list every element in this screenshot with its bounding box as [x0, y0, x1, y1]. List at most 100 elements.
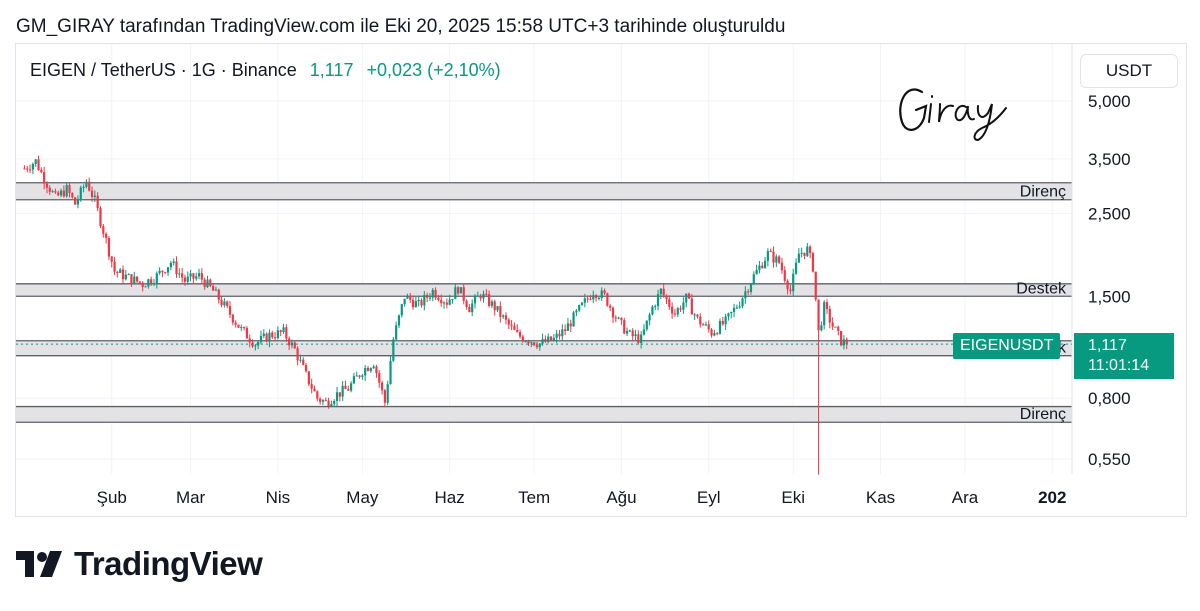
- candle-body: [749, 283, 753, 292]
- candle-body: [316, 391, 319, 399]
- candle-body: [288, 338, 291, 346]
- candle-body: [226, 301, 229, 307]
- candle-body: [417, 299, 420, 302]
- candle-body: [690, 298, 693, 315]
- candle-body: [181, 273, 184, 278]
- candle-body: [150, 279, 153, 284]
- candle-body: [389, 360, 392, 385]
- candle-body: [212, 285, 215, 291]
- candle-body: [200, 273, 203, 280]
- candle-body: [74, 197, 77, 205]
- candle-body: [138, 281, 142, 283]
- candle-body: [738, 306, 741, 308]
- candle-body: [490, 301, 494, 306]
- candle-body: [414, 301, 417, 308]
- candle-body: [645, 320, 648, 330]
- candle-body: [806, 246, 809, 256]
- candle-body: [324, 400, 327, 402]
- legend-price: 1,117: [309, 60, 354, 80]
- candle-body: [440, 299, 443, 304]
- candle-body: [617, 317, 620, 319]
- candle-body: [341, 385, 344, 397]
- candle-body: [189, 273, 192, 277]
- candle-body: [197, 273, 201, 277]
- candle-body: [279, 330, 282, 333]
- candle-body: [119, 269, 122, 273]
- candle-body: [823, 302, 826, 326]
- candle-body: [175, 261, 178, 275]
- candle-body: [828, 309, 831, 323]
- candle-body: [575, 310, 578, 313]
- candle-body: [141, 282, 144, 287]
- candle-body: [611, 307, 615, 318]
- candle-body: [361, 375, 364, 377]
- candle-body: [93, 195, 96, 197]
- candle-body: [234, 322, 237, 325]
- zone-label: Destek: [1016, 280, 1067, 297]
- candle-body: [687, 293, 691, 299]
- candle-body: [541, 338, 544, 344]
- candle-body: [721, 321, 724, 325]
- candle-body: [43, 172, 46, 184]
- candle-body: [375, 366, 378, 374]
- x-tick-label: Ağu: [606, 488, 636, 507]
- candle-body: [116, 271, 119, 273]
- candle-body: [454, 287, 457, 300]
- candle-body: [431, 289, 434, 298]
- candle-body: [476, 295, 479, 297]
- candle-body: [817, 299, 820, 331]
- candle-body: [335, 392, 339, 401]
- x-tick-label: Mar: [176, 488, 206, 507]
- candle-body: [831, 322, 834, 327]
- candle-body: [321, 400, 325, 402]
- candle-body: [183, 277, 187, 282]
- candle-body: [558, 333, 561, 337]
- candle-body: [710, 329, 713, 336]
- candle-body: [583, 298, 586, 303]
- candle-body: [769, 251, 772, 253]
- candle-body: [386, 384, 389, 403]
- signature-watermark: [899, 88, 1007, 142]
- candle-body: [144, 286, 147, 288]
- candle-body: [358, 375, 361, 377]
- symbol-title[interactable]: EIGEN / TetherUS · 1G · Binance: [30, 60, 297, 80]
- candle-body: [121, 269, 125, 280]
- candle-body: [620, 317, 623, 321]
- candle-body: [403, 298, 406, 305]
- candle-body: [459, 287, 463, 294]
- candle-body: [265, 333, 268, 342]
- candle-body: [549, 336, 553, 341]
- candle-body: [597, 297, 601, 299]
- candle-body: [428, 297, 432, 299]
- candle-body: [845, 339, 848, 345]
- candle-body: [468, 306, 471, 313]
- candle-body: [809, 246, 812, 253]
- candle-body: [485, 293, 488, 295]
- candle-body: [724, 316, 727, 325]
- candle-body: [634, 334, 637, 337]
- candle-body: [696, 314, 699, 317]
- candle-body: [245, 328, 249, 339]
- candle-body: [302, 359, 305, 365]
- tradingview-logo-icon: [16, 551, 62, 577]
- candle-body: [105, 233, 108, 239]
- candle-body: [164, 272, 167, 274]
- candle-body: [242, 327, 246, 329]
- candle-body: [130, 274, 133, 284]
- candle-body: [640, 334, 643, 343]
- candle-body: [442, 302, 446, 304]
- candle-body: [524, 341, 527, 343]
- currency-button[interactable]: USDT: [1080, 54, 1178, 88]
- candle-body: [586, 298, 589, 300]
- candle-body: [637, 334, 640, 343]
- candle-body: [569, 323, 572, 327]
- candle-body: [504, 315, 508, 320]
- candle-body: [344, 385, 347, 390]
- candle-body: [237, 324, 240, 328]
- candle-body: [530, 342, 533, 344]
- candle-body: [679, 308, 682, 310]
- candle-body: [451, 299, 454, 301]
- candle-body: [37, 159, 40, 171]
- candle-body: [352, 376, 356, 384]
